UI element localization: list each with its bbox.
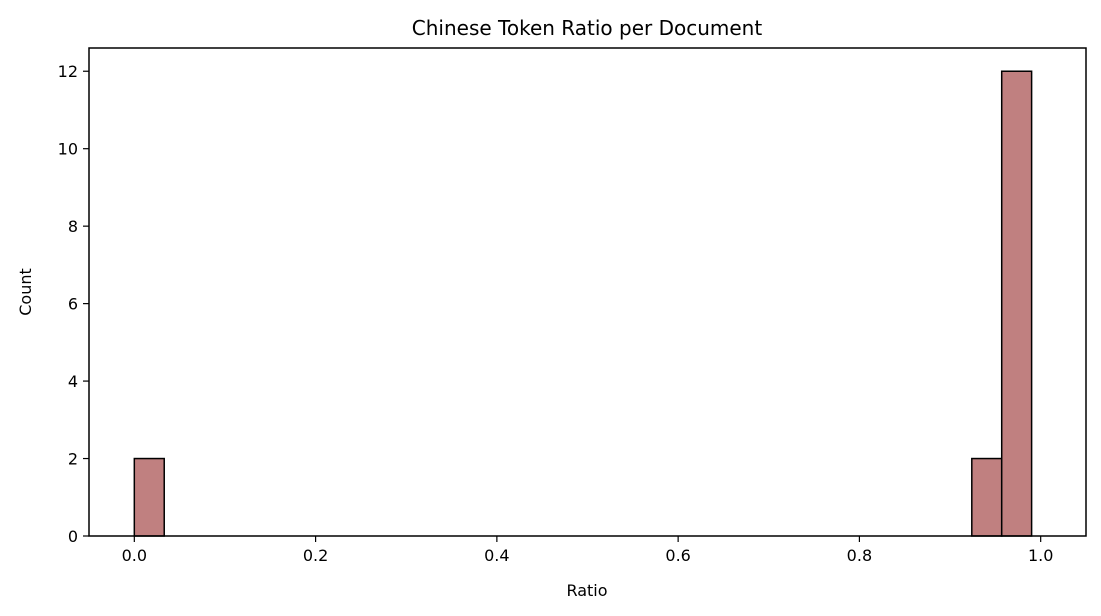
histogram-bar xyxy=(133,457,165,537)
x-axis-label: Ratio xyxy=(566,581,607,600)
x-tick-label: 0.8 xyxy=(847,546,872,565)
y-tick-label: 6 xyxy=(68,295,78,314)
x-axis-ticks: 0.0 0.2 0.4 0.6 0.8 1.0 xyxy=(122,536,1053,565)
histogram-bar xyxy=(971,457,1003,537)
x-tick-label: 0.6 xyxy=(665,546,690,565)
x-tick-label: 0.0 xyxy=(122,546,147,565)
y-tick-label: 12 xyxy=(58,62,78,81)
y-tick-label: 10 xyxy=(58,140,78,159)
x-tick-label: 1.0 xyxy=(1028,546,1053,565)
y-tick-label: 4 xyxy=(68,372,78,391)
y-axis-ticks: 0 2 4 6 8 10 12 xyxy=(58,62,89,546)
y-axis-label: Count xyxy=(16,268,35,316)
histogram-bar xyxy=(1000,70,1033,537)
y-tick-label: 0 xyxy=(68,527,78,546)
y-tick-label: 2 xyxy=(68,450,78,469)
x-tick-label: 0.4 xyxy=(484,546,509,565)
x-tick-label: 0.2 xyxy=(303,546,328,565)
chart-title: Chinese Token Ratio per Document xyxy=(412,16,763,40)
plot-frame xyxy=(88,47,1087,537)
y-tick-label: 8 xyxy=(68,217,78,236)
bars-group xyxy=(133,70,1033,537)
